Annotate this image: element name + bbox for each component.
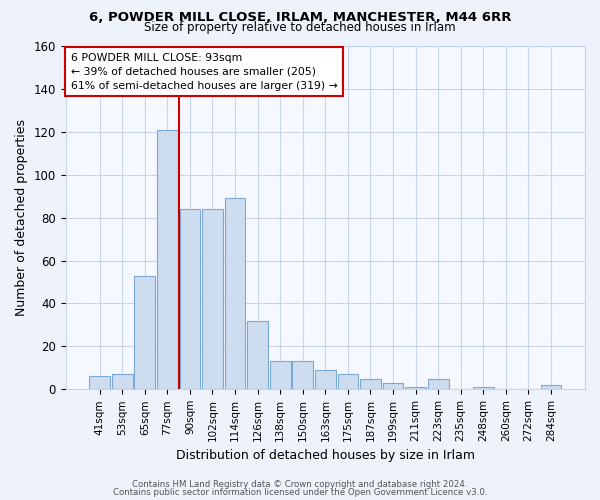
X-axis label: Distribution of detached houses by size in Irlam: Distribution of detached houses by size …: [176, 450, 475, 462]
Bar: [405, 387, 426, 390]
Bar: [270, 362, 290, 390]
Text: 6 POWDER MILL CLOSE: 93sqm
← 39% of detached houses are smaller (205)
61% of sem: 6 POWDER MILL CLOSE: 93sqm ← 39% of deta…: [71, 53, 338, 91]
Bar: [292, 362, 313, 390]
Bar: [428, 378, 449, 390]
Text: Size of property relative to detached houses in Irlam: Size of property relative to detached ho…: [144, 21, 456, 34]
Bar: [157, 130, 178, 390]
Bar: [134, 276, 155, 390]
Bar: [202, 209, 223, 390]
Bar: [473, 387, 494, 390]
Bar: [383, 383, 403, 390]
Bar: [89, 376, 110, 390]
Bar: [541, 385, 562, 390]
Text: Contains public sector information licensed under the Open Government Licence v3: Contains public sector information licen…: [113, 488, 487, 497]
Y-axis label: Number of detached properties: Number of detached properties: [15, 119, 28, 316]
Bar: [247, 320, 268, 390]
Bar: [112, 374, 133, 390]
Bar: [315, 370, 336, 390]
Bar: [179, 209, 200, 390]
Bar: [224, 198, 245, 390]
Bar: [360, 378, 381, 390]
Bar: [338, 374, 358, 390]
Text: Contains HM Land Registry data © Crown copyright and database right 2024.: Contains HM Land Registry data © Crown c…: [132, 480, 468, 489]
Text: 6, POWDER MILL CLOSE, IRLAM, MANCHESTER, M44 6RR: 6, POWDER MILL CLOSE, IRLAM, MANCHESTER,…: [89, 11, 511, 24]
